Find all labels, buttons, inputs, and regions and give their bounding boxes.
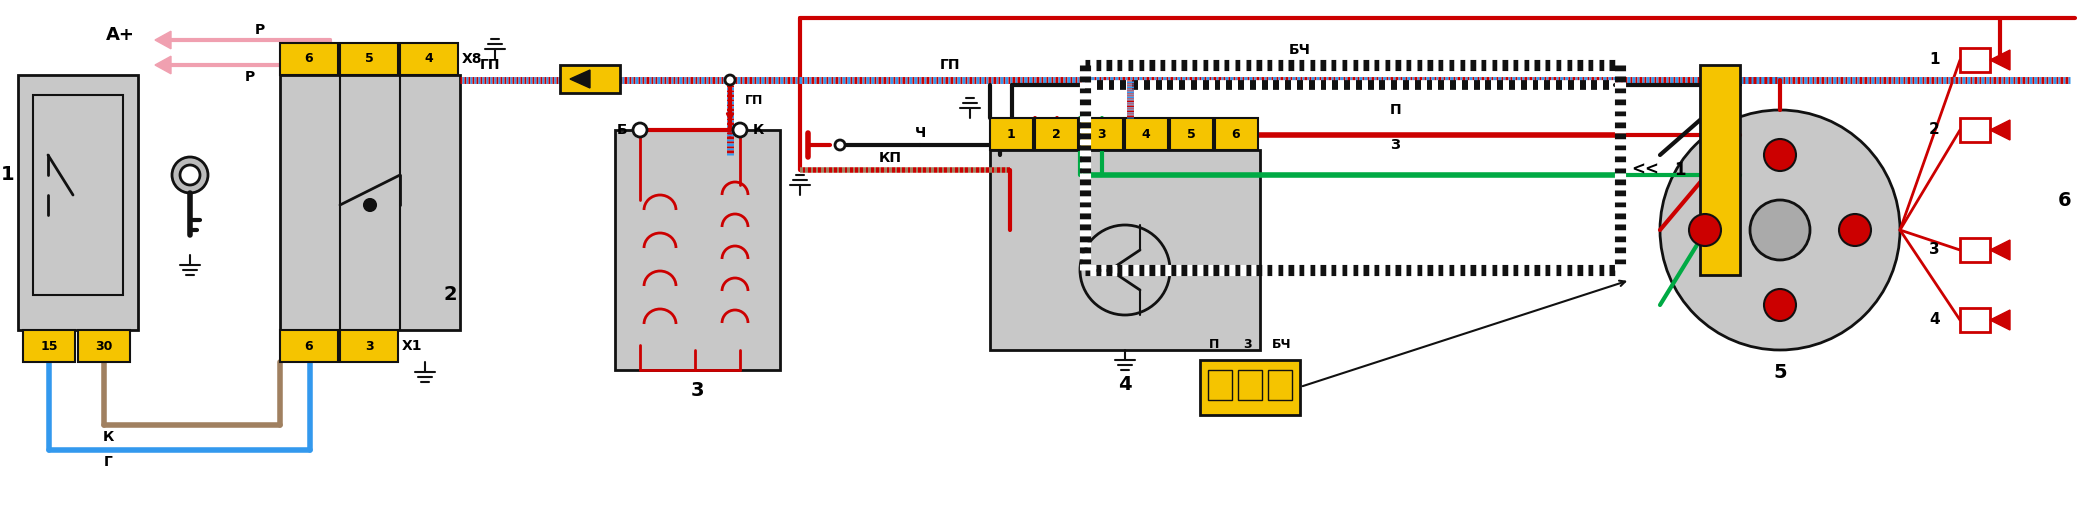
Text: X1: X1 xyxy=(402,339,422,353)
Text: П: П xyxy=(1390,103,1403,117)
Bar xyxy=(1170,118,1213,150)
Text: 5: 5 xyxy=(1773,362,1788,382)
Text: 2: 2 xyxy=(1051,128,1061,141)
Circle shape xyxy=(1840,214,1871,246)
Circle shape xyxy=(834,140,845,150)
Bar xyxy=(339,43,397,75)
Text: 5: 5 xyxy=(1186,128,1194,141)
Text: Ч: Ч xyxy=(916,126,926,140)
Text: П: П xyxy=(1209,339,1219,352)
Text: X8: X8 xyxy=(462,52,483,66)
Bar xyxy=(560,65,620,93)
Text: 3: 3 xyxy=(691,381,703,400)
Bar xyxy=(281,75,460,330)
Text: Б: Б xyxy=(616,123,626,137)
Text: 3: 3 xyxy=(1244,339,1253,352)
Text: 1: 1 xyxy=(2,165,15,185)
Text: Г: Г xyxy=(104,455,112,469)
Bar xyxy=(1238,370,1261,400)
Circle shape xyxy=(724,75,735,85)
Bar xyxy=(991,150,1259,350)
Text: К: К xyxy=(102,430,114,444)
Text: 2: 2 xyxy=(443,285,458,305)
Bar xyxy=(991,118,1032,150)
Bar xyxy=(281,330,337,362)
Circle shape xyxy=(1080,225,1170,315)
Text: Р: Р xyxy=(246,70,256,84)
Bar xyxy=(1700,65,1740,275)
Text: 4: 4 xyxy=(1117,375,1132,394)
Text: 30: 30 xyxy=(96,340,112,353)
Polygon shape xyxy=(570,70,591,88)
Polygon shape xyxy=(1989,240,2010,260)
Text: 3: 3 xyxy=(364,340,372,353)
Text: 2: 2 xyxy=(1929,123,1939,138)
Bar xyxy=(1215,118,1259,150)
Text: З: З xyxy=(1390,138,1401,152)
Circle shape xyxy=(1765,139,1796,171)
Text: БЧ: БЧ xyxy=(1271,339,1292,352)
Text: 6: 6 xyxy=(304,53,314,66)
Text: 3: 3 xyxy=(1097,128,1105,141)
Text: ГП: ГП xyxy=(481,58,499,72)
Bar xyxy=(1080,118,1124,150)
Bar xyxy=(33,95,123,295)
Bar xyxy=(23,330,75,362)
Circle shape xyxy=(173,157,208,193)
Bar xyxy=(1960,308,1989,332)
Bar xyxy=(616,130,780,370)
Circle shape xyxy=(1690,214,1721,246)
Bar xyxy=(1201,360,1301,415)
Polygon shape xyxy=(154,31,171,49)
Text: 6: 6 xyxy=(304,340,314,353)
Text: 1: 1 xyxy=(1007,128,1016,141)
Text: ГП: ГП xyxy=(941,58,959,72)
Bar xyxy=(1267,370,1292,400)
Text: 1: 1 xyxy=(1929,53,1939,68)
Text: 6: 6 xyxy=(1232,128,1240,141)
Polygon shape xyxy=(154,56,171,74)
Circle shape xyxy=(1661,110,1900,350)
Bar xyxy=(1960,118,1989,142)
Text: 5: 5 xyxy=(364,53,372,66)
Bar xyxy=(281,43,337,75)
Circle shape xyxy=(1750,200,1810,260)
Text: К: К xyxy=(753,123,764,137)
Text: БЧ: БЧ xyxy=(1288,43,1311,57)
Polygon shape xyxy=(1989,310,2010,330)
Bar xyxy=(1034,118,1078,150)
Text: ГП: ГП xyxy=(745,94,764,107)
Polygon shape xyxy=(1989,120,2010,140)
Text: А+: А+ xyxy=(106,26,135,44)
Text: Р: Р xyxy=(254,23,264,37)
Polygon shape xyxy=(1989,50,2010,70)
Bar xyxy=(339,330,397,362)
Text: 3: 3 xyxy=(1929,242,1939,257)
Text: <<: << xyxy=(1632,161,1659,179)
Circle shape xyxy=(733,123,747,137)
Text: КП: КП xyxy=(878,151,901,165)
Text: 4: 4 xyxy=(1142,128,1151,141)
Text: 6: 6 xyxy=(2058,190,2073,209)
Text: 1: 1 xyxy=(1675,161,1686,179)
Text: 4: 4 xyxy=(1929,312,1939,327)
Bar xyxy=(400,43,458,75)
Bar xyxy=(19,75,137,330)
Circle shape xyxy=(633,123,647,137)
Text: 15: 15 xyxy=(40,340,58,353)
Text: 4: 4 xyxy=(425,53,433,66)
Circle shape xyxy=(179,165,200,185)
Bar xyxy=(1960,238,1989,262)
Bar xyxy=(77,330,129,362)
Bar xyxy=(1126,118,1167,150)
Circle shape xyxy=(364,199,377,211)
Circle shape xyxy=(1765,289,1796,321)
Bar xyxy=(1207,370,1232,400)
Bar xyxy=(1960,48,1989,72)
